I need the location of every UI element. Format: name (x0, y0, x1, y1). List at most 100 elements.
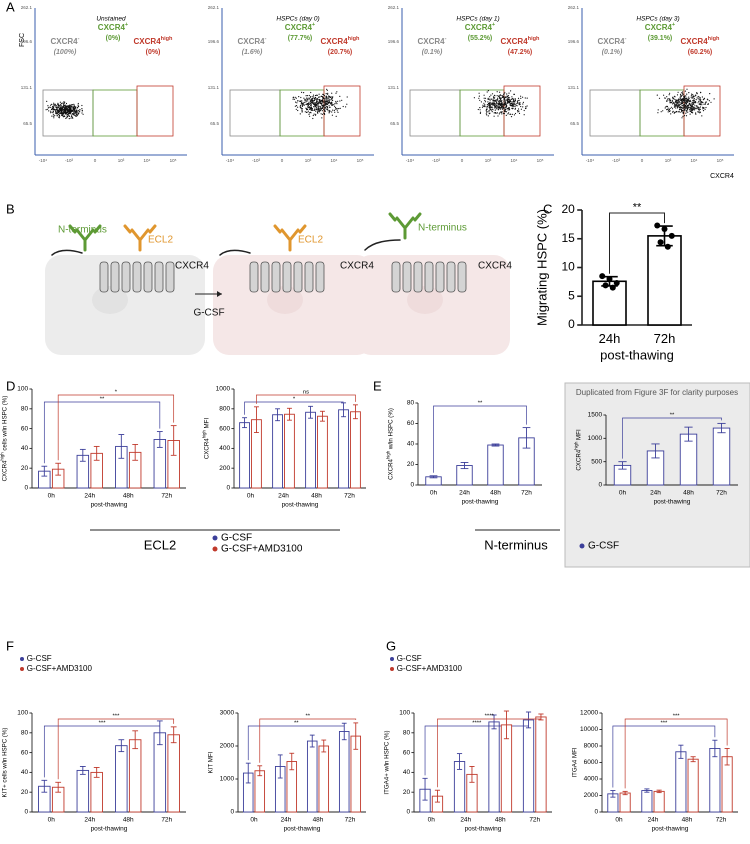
gate-label: CXCR4+ (645, 22, 676, 32)
event-dot (65, 108, 67, 111)
x-axis-label: post-thawing (282, 502, 319, 509)
event-dot (696, 93, 698, 95)
x-axis-label: post-thawing (600, 348, 674, 363)
event-dot (677, 91, 679, 93)
event-dot (498, 101, 501, 103)
event-dot (303, 101, 305, 103)
event-dot (295, 108, 297, 110)
event-dot (300, 96, 302, 99)
event-dot (489, 108, 491, 111)
y-tick-label: 262.1 (568, 5, 580, 10)
helix (282, 261, 292, 293)
event-dot (702, 108, 704, 110)
event-dot (346, 96, 348, 98)
y-axis-label-part: KIT MFI (207, 751, 214, 773)
event-dot (301, 109, 303, 111)
y-tick-label: 400 (219, 445, 230, 452)
event-dot (669, 101, 671, 103)
event-dot (674, 103, 676, 105)
gate-label-part: + (312, 22, 316, 28)
x-tick-label: 0 (641, 158, 644, 163)
event-dot (301, 100, 303, 102)
legend-label: G-CSF (27, 654, 52, 663)
y-axis-label: KIT+ cells w/in HSPC (%) (1, 728, 8, 798)
event-dot (310, 96, 312, 98)
event-dot (688, 100, 690, 102)
y-tick-label: 500 (591, 458, 602, 465)
antibody (123, 224, 157, 252)
event-dot (503, 93, 505, 95)
event-dot (511, 96, 513, 98)
event-dot (668, 99, 670, 101)
event-dot (666, 105, 668, 107)
event-dot (493, 107, 495, 109)
bar (318, 745, 330, 813)
event-dot (45, 109, 47, 111)
event-dot (323, 105, 325, 107)
event-dot (325, 97, 327, 99)
event-dot (681, 107, 683, 109)
event-dot (322, 104, 324, 106)
x-axis-label: post-thawing (654, 499, 691, 506)
x-tick-label: 72h (161, 817, 172, 824)
event-dot (308, 112, 310, 114)
event-dot (59, 110, 61, 112)
event-dot (63, 104, 65, 106)
event-dot (70, 115, 72, 118)
event-dot (690, 96, 692, 98)
event-dot (517, 111, 519, 113)
event-dot (304, 98, 306, 100)
event-dot (53, 117, 55, 119)
event-dot (318, 111, 320, 113)
group-label: N-terminus (484, 537, 548, 552)
event-dot (514, 108, 516, 110)
event-dot (326, 105, 328, 108)
event-dot (498, 113, 500, 115)
y-tick-label: 2000 (220, 743, 235, 750)
event-dot (671, 102, 673, 104)
event-dot (69, 111, 71, 113)
x-tick-label: 0h (430, 490, 438, 497)
event-dot (70, 109, 72, 111)
event-dot (684, 107, 686, 109)
event-dot (334, 103, 336, 105)
event-dot (324, 104, 326, 106)
event-dot (679, 101, 681, 103)
bar (284, 413, 295, 489)
event-dot (501, 108, 503, 110)
bar (675, 751, 687, 813)
y-axis-label: CXCR4high MFI (573, 429, 582, 471)
event-dot (520, 97, 522, 99)
x-tick-label: 72h (529, 817, 540, 824)
event-dot (324, 103, 326, 105)
event-dot (499, 104, 501, 106)
event-dot (699, 104, 702, 106)
event-dot (74, 106, 76, 108)
event-dot (73, 113, 75, 115)
x-tick-label: 24h (84, 817, 95, 824)
helix (154, 261, 164, 293)
event-dot (674, 102, 676, 104)
annotation: Duplicated from Figure 3F for clarity pu… (576, 388, 738, 397)
event-dot (494, 109, 496, 111)
helix (293, 261, 303, 293)
event-dot (81, 108, 83, 110)
event-dot (497, 97, 499, 99)
event-dot (691, 110, 693, 112)
event-dot (683, 110, 685, 112)
event-dot (51, 111, 53, 113)
event-dot (489, 96, 491, 98)
gate-label-part: + (672, 22, 676, 28)
x-tick-label: -10⁴ (226, 158, 235, 163)
event-dot (510, 90, 512, 92)
legend-marker (20, 657, 24, 661)
gate (589, 89, 641, 137)
event-dot (683, 115, 686, 117)
event-dot (697, 111, 699, 113)
x-tick-label: 0h (428, 817, 436, 824)
n-terminus (51, 249, 83, 256)
y-tick-label: 0 (24, 485, 28, 492)
event-dot (315, 106, 318, 108)
event-dot (691, 97, 693, 99)
event-dot (339, 95, 341, 97)
